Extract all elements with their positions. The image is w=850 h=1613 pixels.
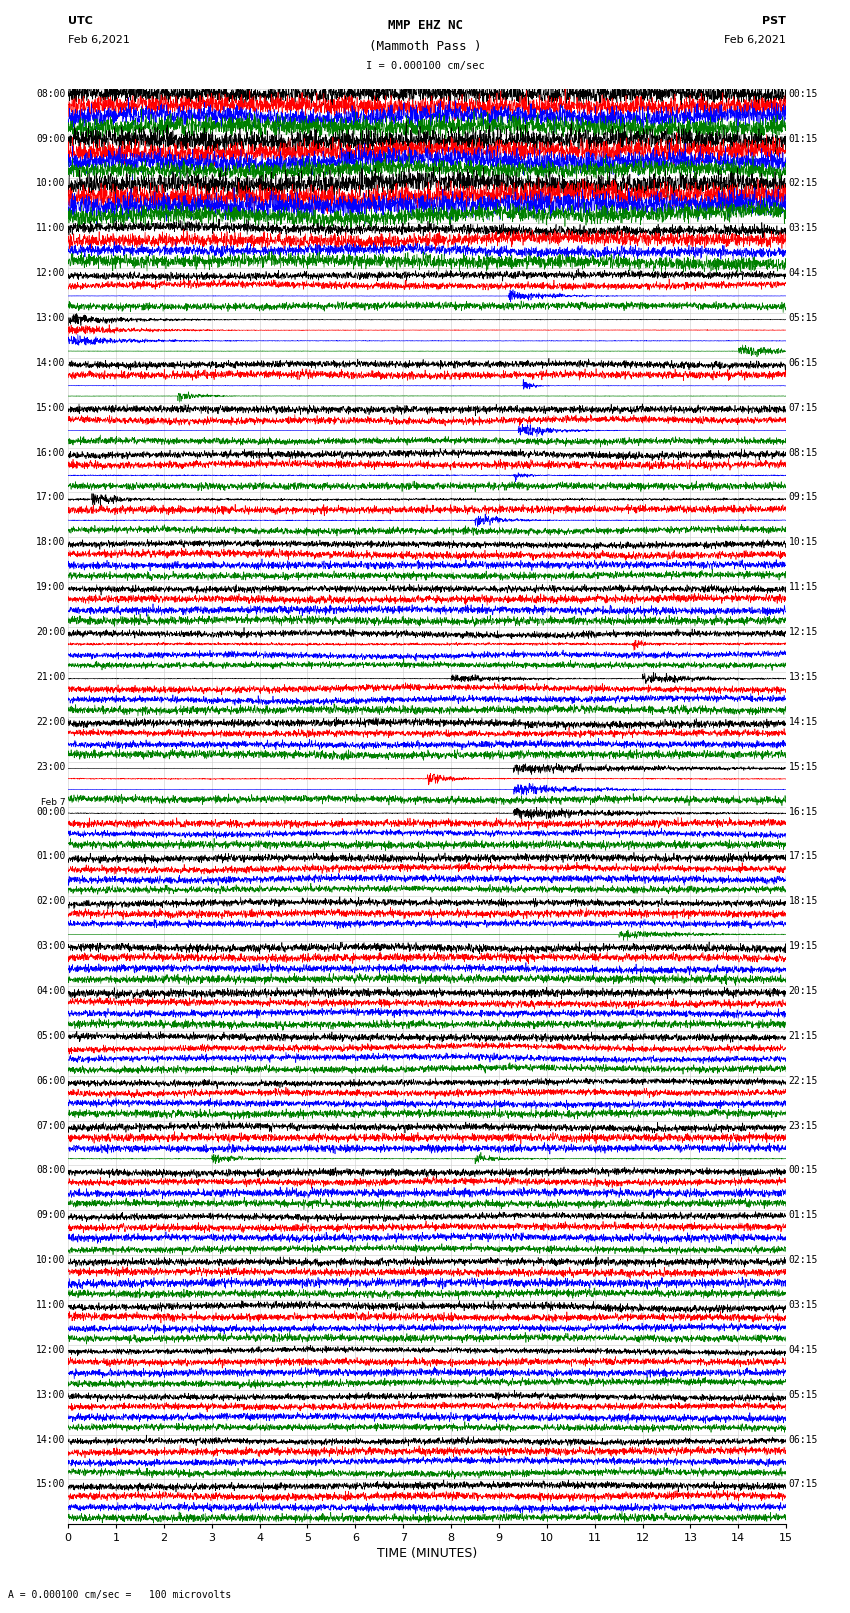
Text: 01:15: 01:15 xyxy=(789,1210,819,1221)
Text: 08:00: 08:00 xyxy=(36,1165,65,1176)
Text: 13:00: 13:00 xyxy=(36,1390,65,1400)
Text: 10:15: 10:15 xyxy=(789,537,819,547)
Text: 17:00: 17:00 xyxy=(36,492,65,503)
Text: 00:00: 00:00 xyxy=(36,806,65,816)
Text: 18:00: 18:00 xyxy=(36,537,65,547)
Text: 22:00: 22:00 xyxy=(36,716,65,727)
Text: 08:00: 08:00 xyxy=(36,89,65,98)
Text: 19:00: 19:00 xyxy=(36,582,65,592)
Text: 11:00: 11:00 xyxy=(36,1300,65,1310)
Text: 09:00: 09:00 xyxy=(36,134,65,144)
Text: 14:15: 14:15 xyxy=(789,716,819,727)
Text: 03:15: 03:15 xyxy=(789,223,819,234)
Text: 23:15: 23:15 xyxy=(789,1121,819,1131)
Text: 04:00: 04:00 xyxy=(36,986,65,995)
Text: 15:00: 15:00 xyxy=(36,403,65,413)
Text: Feb 6,2021: Feb 6,2021 xyxy=(68,35,130,45)
Text: 19:15: 19:15 xyxy=(789,940,819,952)
Text: 21:15: 21:15 xyxy=(789,1031,819,1040)
Text: MMP EHZ NC: MMP EHZ NC xyxy=(388,19,462,32)
Text: 05:15: 05:15 xyxy=(789,313,819,323)
Text: 07:00: 07:00 xyxy=(36,1121,65,1131)
Text: 21:00: 21:00 xyxy=(36,673,65,682)
Text: Feb 6,2021: Feb 6,2021 xyxy=(724,35,786,45)
Text: 16:00: 16:00 xyxy=(36,447,65,458)
Text: 13:15: 13:15 xyxy=(789,673,819,682)
Text: 00:15: 00:15 xyxy=(789,1165,819,1176)
Text: A = 0.000100 cm/sec =   100 microvolts: A = 0.000100 cm/sec = 100 microvolts xyxy=(8,1590,232,1600)
Text: 06:15: 06:15 xyxy=(789,358,819,368)
Text: 05:15: 05:15 xyxy=(789,1390,819,1400)
Text: 20:00: 20:00 xyxy=(36,627,65,637)
Text: 23:00: 23:00 xyxy=(36,761,65,771)
Text: 01:15: 01:15 xyxy=(789,134,819,144)
Text: 03:00: 03:00 xyxy=(36,940,65,952)
Text: 12:00: 12:00 xyxy=(36,1345,65,1355)
Text: 13:00: 13:00 xyxy=(36,313,65,323)
Text: 00:15: 00:15 xyxy=(789,89,819,98)
Text: 10:00: 10:00 xyxy=(36,1255,65,1265)
Text: 18:15: 18:15 xyxy=(789,897,819,907)
Text: 16:15: 16:15 xyxy=(789,806,819,816)
Text: PST: PST xyxy=(762,16,786,26)
Text: 12:15: 12:15 xyxy=(789,627,819,637)
Text: 02:00: 02:00 xyxy=(36,897,65,907)
Text: 08:15: 08:15 xyxy=(789,447,819,458)
Text: UTC: UTC xyxy=(68,16,93,26)
Text: 03:15: 03:15 xyxy=(789,1300,819,1310)
Text: (Mammoth Pass ): (Mammoth Pass ) xyxy=(369,40,481,53)
X-axis label: TIME (MINUTES): TIME (MINUTES) xyxy=(377,1547,477,1560)
Text: 06:00: 06:00 xyxy=(36,1076,65,1086)
Text: 10:00: 10:00 xyxy=(36,179,65,189)
Text: 20:15: 20:15 xyxy=(789,986,819,995)
Text: 07:15: 07:15 xyxy=(789,403,819,413)
Text: 02:15: 02:15 xyxy=(789,179,819,189)
Text: 14:00: 14:00 xyxy=(36,358,65,368)
Text: 15:00: 15:00 xyxy=(36,1479,65,1489)
Text: 09:00: 09:00 xyxy=(36,1210,65,1221)
Text: I = 0.000100 cm/sec: I = 0.000100 cm/sec xyxy=(366,61,484,71)
Text: 11:00: 11:00 xyxy=(36,223,65,234)
Text: Feb 7: Feb 7 xyxy=(41,798,65,808)
Text: 22:15: 22:15 xyxy=(789,1076,819,1086)
Text: 14:00: 14:00 xyxy=(36,1434,65,1445)
Text: 05:00: 05:00 xyxy=(36,1031,65,1040)
Text: 07:15: 07:15 xyxy=(789,1479,819,1489)
Text: 17:15: 17:15 xyxy=(789,852,819,861)
Text: 04:15: 04:15 xyxy=(789,1345,819,1355)
Text: 15:15: 15:15 xyxy=(789,761,819,771)
Text: 01:00: 01:00 xyxy=(36,852,65,861)
Text: 09:15: 09:15 xyxy=(789,492,819,503)
Text: 06:15: 06:15 xyxy=(789,1434,819,1445)
Text: 02:15: 02:15 xyxy=(789,1255,819,1265)
Text: 04:15: 04:15 xyxy=(789,268,819,277)
Text: 12:00: 12:00 xyxy=(36,268,65,277)
Text: 11:15: 11:15 xyxy=(789,582,819,592)
